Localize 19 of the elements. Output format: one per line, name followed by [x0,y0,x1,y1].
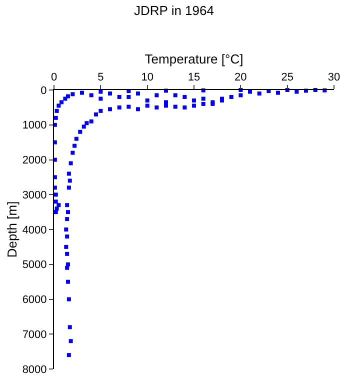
y-tick-label: 8000 [22,364,47,376]
x-tick-label: 5 [98,72,104,84]
x-tick-label: 15 [188,72,200,84]
chart-title: JDRP in 1964 [134,2,214,18]
x-tick-label: 0 [50,72,58,84]
y-tick-label: 3000 [22,189,47,202]
y-axis-title: Depth [m] [4,201,20,258]
y-tick-label: 7000 [22,328,47,341]
y-tick-label: 6000 [22,294,47,306]
y-tick-label: 4000 [22,224,47,236]
x-tick-label: 30 [328,72,340,84]
y-tick-label: 0 [40,84,47,97]
x-tick-label: 25 [281,72,294,84]
y-tick-label: 1000 [22,120,47,132]
y-tick-label: 5000 [22,259,47,272]
x-tick-label: 10 [141,72,154,84]
x-tick-label: 20 [234,72,247,84]
x-axis-title: Temperature [°C] [144,52,244,67]
y-tick-label: 2000 [22,154,47,167]
